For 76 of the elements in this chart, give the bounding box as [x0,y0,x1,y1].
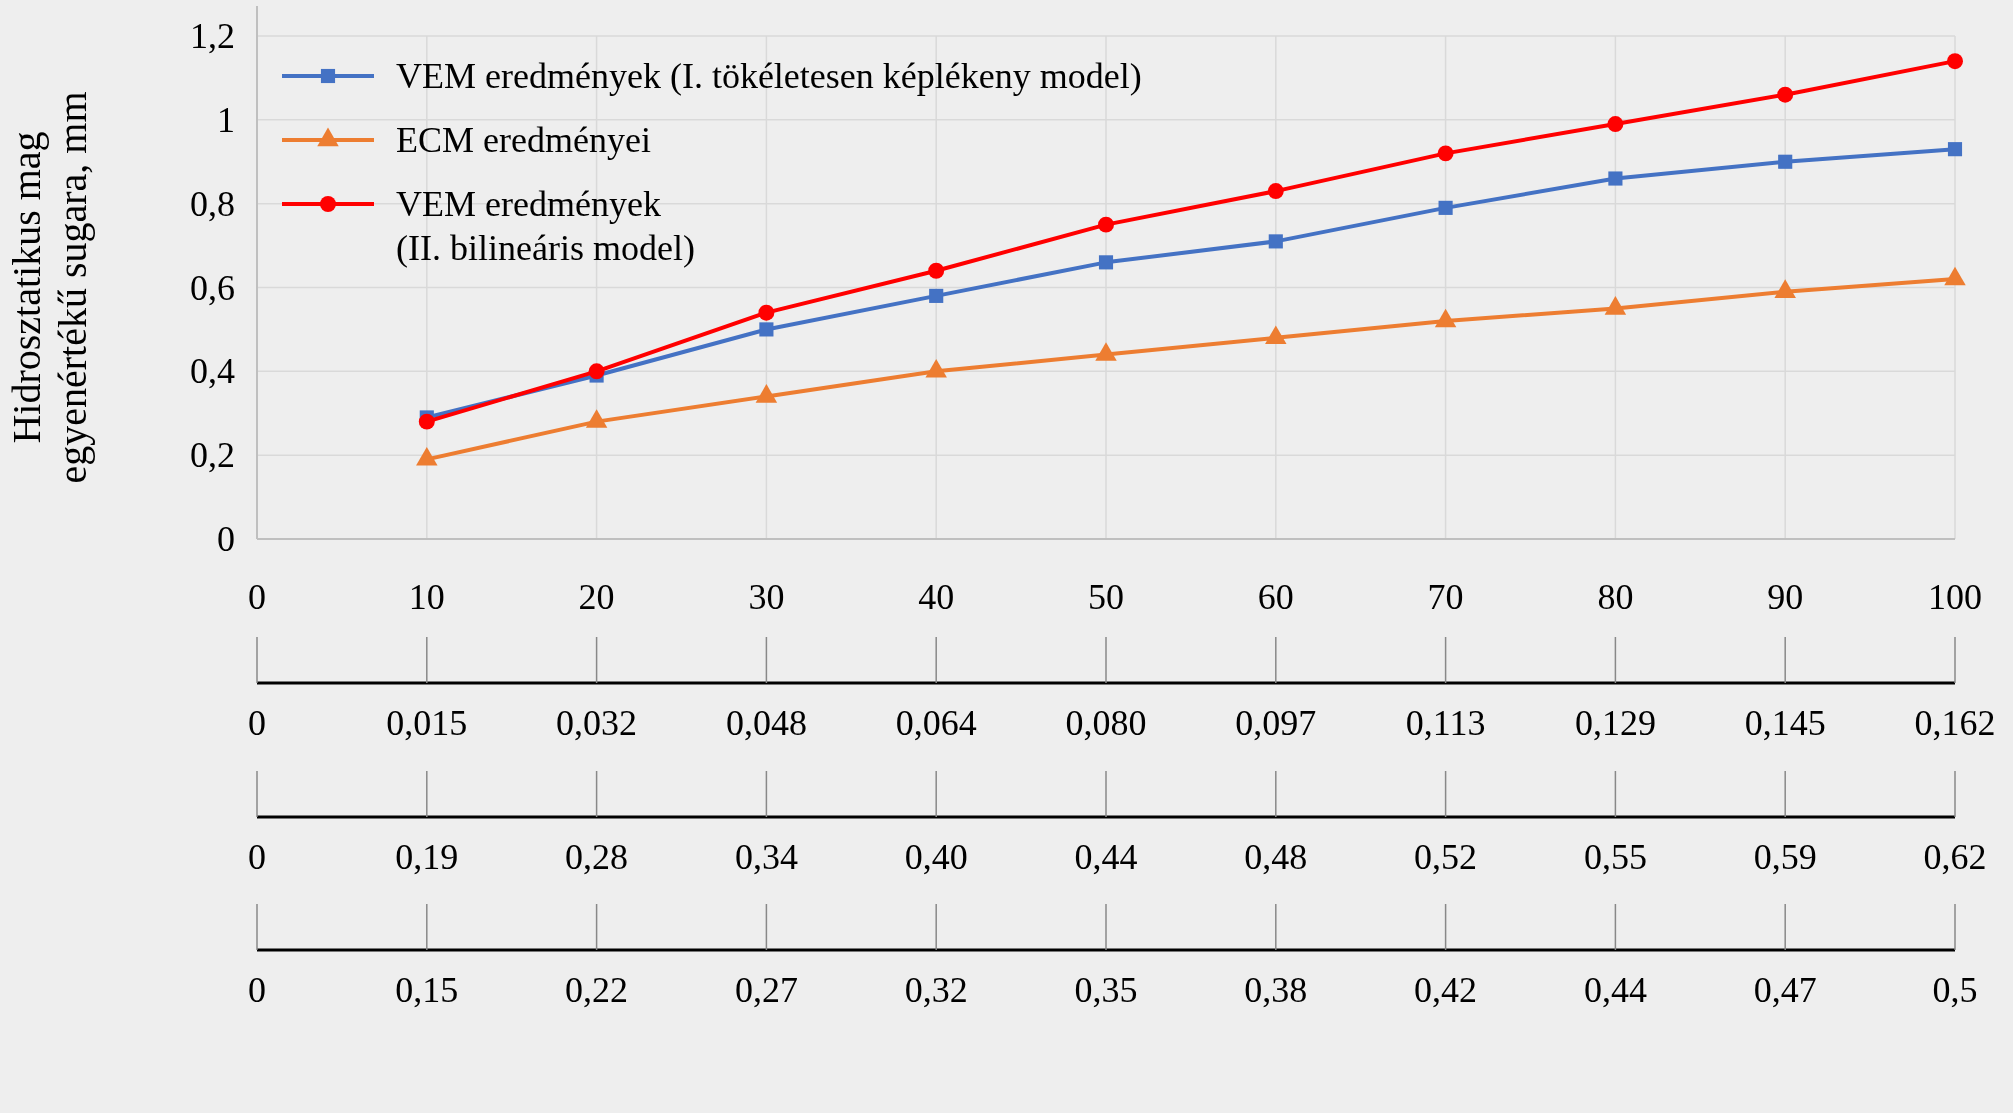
text: 0,129 [1574,703,1656,743]
point [1098,255,1114,270]
text: 0,44 [1074,837,1138,877]
x-tick-label: 80 [1597,577,1634,617]
x-tick-label: 50 [1088,577,1124,617]
text: 0,015 [386,703,468,743]
text: 0,113 [1405,703,1486,743]
point [1437,145,1454,162]
legend-label: VEM eredmények (I. tökéletesen képlékeny model) [396,56,1142,96]
y-tick-label: 0,8 [190,183,235,224]
x-tick-label: 60 [1257,577,1294,617]
point [928,262,945,279]
point [1778,154,1793,169]
text: 0,44 [1583,970,1647,1010]
point [1947,142,1963,157]
x-tick-label: 30 [748,577,785,617]
point [1777,86,1794,103]
x-tick-label: 40 [918,577,955,617]
text: 0 [248,837,266,877]
point [1267,183,1284,200]
text: 0,19 [395,837,459,877]
point [755,384,778,403]
text: 0,52 [1414,837,1478,877]
point [1608,171,1623,186]
x-tick-label: 10 [408,577,445,617]
y-tick-label: 0,4 [190,351,235,392]
y-tick-label: 1,2 [190,16,235,56]
y-axis-title: Hidrosztatikus mag egyenértékű sugara, mm [4,91,95,484]
y-tick-label: 1 [217,99,235,140]
point [1098,216,1114,233]
x-tick-label: 90 [1767,577,1804,617]
x-tick-label: 0 [248,577,266,617]
text: 0,064 [895,703,977,743]
text: 0,097 [1235,703,1317,743]
text: 0,42 [1414,970,1478,1010]
text: 0,47 [1753,970,1817,1010]
point [1268,234,1283,249]
text: 0,34 [734,837,798,877]
text: 0,38 [1244,970,1308,1010]
legend-label: VEM eredmények (II. bilineáris model) [396,184,695,268]
text: 0,62 [1923,837,1987,877]
y-tick-label: 0,6 [190,267,235,308]
text: 0,32 [904,970,968,1010]
text: 0,35 [1074,970,1138,1010]
text: 0,5 [1932,970,1978,1010]
point [1607,116,1624,132]
text: 0,55 [1583,837,1647,877]
point [588,363,605,380]
text: 0,080 [1065,703,1147,743]
point [1947,53,1963,70]
text: 0,27 [734,970,798,1010]
x-tick-label: 100 [1928,577,1982,617]
legend-label: ECM eredményei [396,120,651,160]
x-tick-label: 70 [1427,577,1464,617]
text: 0,48 [1244,837,1308,877]
point [416,446,438,466]
text: 0,032 [556,703,638,743]
point [758,304,775,321]
text: 0,15 [395,970,459,1010]
point [585,409,608,428]
point [929,288,944,303]
text: 0,145 [1744,703,1826,743]
y-tick-label: 0 [217,519,235,559]
point [759,322,774,337]
text: 0 [248,703,266,743]
x-tick-label: 20 [578,577,615,617]
point [418,413,435,430]
text: 0,22 [565,970,629,1010]
y-tick-label: 0,2 [190,435,235,476]
text: 0,162 [1914,703,1996,743]
text: 0,28 [565,837,629,877]
point [1438,200,1453,215]
text: 0,59 [1753,837,1817,877]
text: 0,40 [904,837,968,877]
text: 0,048 [725,703,807,743]
text: 0 [248,970,266,1010]
